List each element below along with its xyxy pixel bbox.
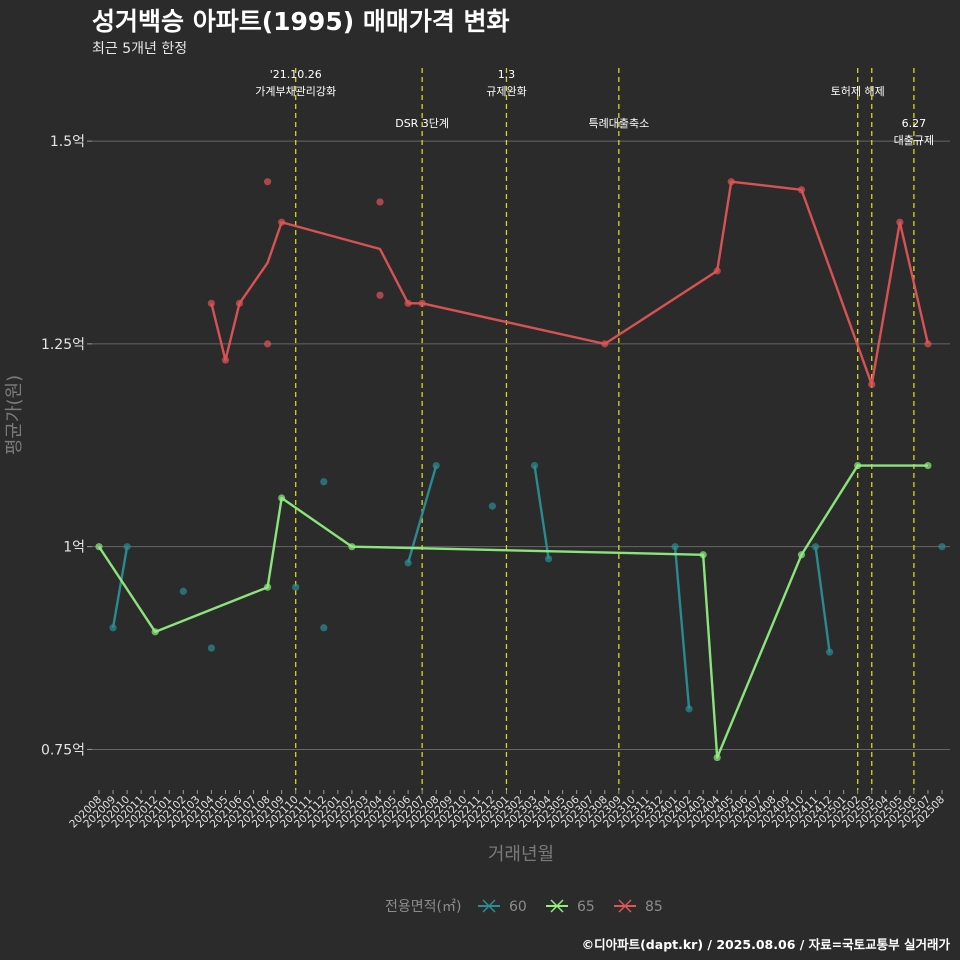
series-60-line — [533, 465, 550, 560]
series-60-point — [826, 648, 834, 656]
chart-subtitle: 최근 5개년 한정 — [92, 41, 188, 57]
series-85-point — [376, 291, 384, 299]
series-60-point — [432, 461, 440, 470]
series-60-point — [545, 555, 553, 563]
series-85-point — [235, 299, 244, 307]
legend-marker-85 — [618, 899, 632, 913]
series-85-point — [727, 178, 735, 186]
policy-event-label: 대출규제 — [894, 134, 934, 147]
legend-marker-60 — [482, 899, 496, 913]
legend-label-60: 60 — [509, 899, 527, 915]
series-60-point — [109, 624, 117, 632]
series-60-point — [320, 624, 328, 632]
series-60-point — [938, 543, 946, 551]
series-85-point — [418, 299, 426, 307]
series-65-point — [348, 543, 356, 551]
series-65-line — [97, 464, 928, 759]
series-85-point — [896, 218, 904, 226]
series-60-point — [488, 502, 496, 510]
series-60-point — [292, 583, 300, 591]
series-60-line — [814, 546, 831, 653]
series-85-line — [210, 180, 930, 386]
credit-text: ©디아파트(dapt.kr) / 2025.08.06 / 자료=국토교통부 실… — [581, 937, 950, 952]
y-tick-label: 0.75억 — [41, 742, 85, 758]
policy-event-label: 규제완화 — [486, 85, 526, 98]
series-60-line — [673, 546, 691, 709]
series-85-point — [404, 299, 412, 307]
series-60-point — [530, 461, 539, 470]
series-85-point — [797, 186, 806, 194]
policy-event-label: 가계부채관리강화 — [255, 85, 336, 98]
series-85-point — [376, 198, 384, 206]
series-65-point — [151, 628, 159, 636]
policy-event-label: 토허제 해제 — [831, 84, 885, 98]
series-60-point — [811, 543, 820, 551]
legend-label-85: 85 — [645, 899, 663, 915]
series-60-line — [111, 546, 129, 628]
series-65-point — [924, 461, 932, 470]
legend-marker-65 — [550, 899, 564, 913]
legend-label-65: 65 — [577, 899, 595, 915]
series-85-point — [264, 340, 272, 348]
series-60-point — [404, 559, 412, 567]
legend: 전용면적(㎡) 60 65 85 — [385, 899, 663, 915]
legend-title: 전용면적(㎡) — [385, 899, 461, 915]
policy-event-label: 6.27 — [902, 117, 927, 130]
series-65-point — [797, 551, 806, 559]
series-65-point — [278, 494, 286, 502]
y-tick-label: 1억 — [63, 540, 85, 556]
series-85-point — [278, 218, 286, 226]
series-85-point — [713, 267, 721, 275]
series-60-point — [320, 478, 328, 486]
series-65-point — [854, 461, 862, 470]
series-85-point — [221, 356, 230, 364]
series-65-point — [95, 543, 103, 551]
series-85-point — [601, 340, 609, 348]
series-60-point — [671, 543, 679, 551]
series-85-point — [264, 178, 272, 186]
y-tick-label: 1.5억 — [50, 134, 85, 150]
series-65-point — [264, 583, 272, 591]
series-85-point — [924, 340, 932, 348]
series-60-point — [179, 587, 187, 595]
series-60-point — [207, 644, 215, 652]
x-axis-title: 거래년월 — [488, 844, 554, 865]
policy-event-label: 1.3 — [498, 68, 516, 81]
series-60-point — [123, 543, 131, 551]
y-tick-label: 1.25억 — [41, 337, 85, 353]
series-65-point — [699, 551, 707, 559]
policy-event-label: '21.10.26 — [270, 68, 322, 81]
y-axis-title: 평균가(원) — [4, 375, 25, 455]
series-85-point — [207, 299, 215, 307]
policy-event-label: DSR 3단계 — [395, 117, 449, 130]
series-85-point — [868, 380, 876, 389]
chart-title: 성거백승 아파트(1995) 매매가격 변화 — [92, 7, 510, 36]
series-60-point — [685, 705, 693, 713]
series-65-point — [713, 753, 721, 762]
policy-event-label: 특례대출축소 — [588, 117, 649, 130]
series-60-line — [406, 465, 438, 564]
